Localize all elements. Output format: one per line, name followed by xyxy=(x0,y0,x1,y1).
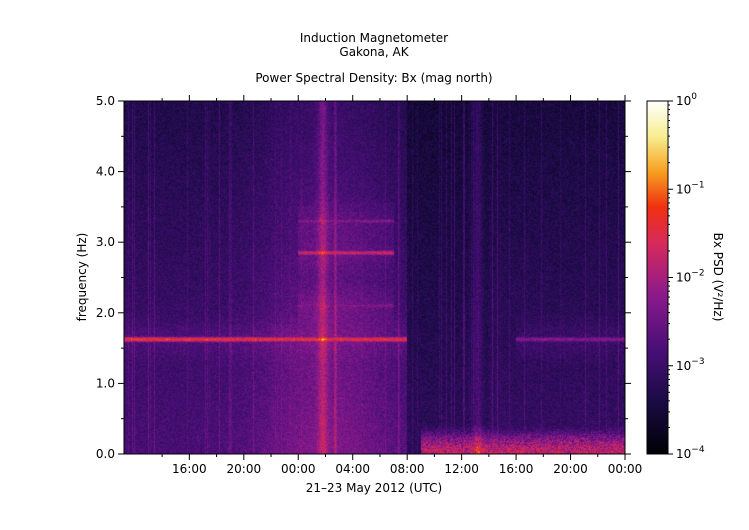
x-tick-label: 08:00 xyxy=(390,462,425,476)
colorbar-tick-label: 10−4 xyxy=(676,445,705,461)
x-tick-label: 04:00 xyxy=(335,462,370,476)
y-tick-label: 5.0 xyxy=(96,94,115,108)
x-tick-label: 16:00 xyxy=(172,462,207,476)
x-tick-label: 00:00 xyxy=(608,462,643,476)
colorbar-tick-label: 10−1 xyxy=(676,180,705,196)
x-tick-label: 00:00 xyxy=(281,462,316,476)
title-line-1: Induction Magnetometer xyxy=(300,31,448,45)
colorbar-tick-label: 100 xyxy=(676,92,697,108)
y-tick-label: 3.0 xyxy=(96,235,115,249)
x-tick-label: 16:00 xyxy=(499,462,534,476)
x-axis-label: 21–23 May 2012 (UTC) xyxy=(306,481,442,495)
colorbar xyxy=(646,100,669,455)
colorbar-ticks: 100 10−1 10−2 10−3 10−4 xyxy=(668,92,705,461)
colorbar-tick-label: 10−2 xyxy=(676,269,705,285)
x-tick-label: 12:00 xyxy=(444,462,479,476)
y-tick-label: 4.0 xyxy=(96,165,115,179)
colorbar-label-text: Bx PSD (V²/Hz) xyxy=(711,233,725,322)
y-tick-label: 2.0 xyxy=(96,306,115,320)
colorbar-tick-label: 10−3 xyxy=(676,357,705,373)
plot-area xyxy=(123,100,626,455)
y-axis: 0.0 1.0 2.0 3.0 4.0 5.0 xyxy=(96,94,631,461)
y-axis-label: frequency (Hz) xyxy=(75,233,89,322)
colorbar-scale xyxy=(646,100,669,455)
y-tick-label: 0.0 xyxy=(96,447,115,461)
x-axis: 16:00 20:00 00:00 04:00 08:00 12:00 16:00 20:00… xyxy=(161,95,643,476)
y-tick-label: 1.0 xyxy=(96,376,115,390)
x-tick-label: 20:00 xyxy=(227,462,262,476)
chart-subtitle: Power Spectral Density: Bx (mag north) xyxy=(255,71,492,85)
colorbar-label: Bx PSD (V²/Hz) xyxy=(711,233,725,322)
x-tick-label: 20:00 xyxy=(553,462,588,476)
title-line-2: Gakona, AK xyxy=(339,45,409,59)
spectrogram-image xyxy=(124,101,625,454)
